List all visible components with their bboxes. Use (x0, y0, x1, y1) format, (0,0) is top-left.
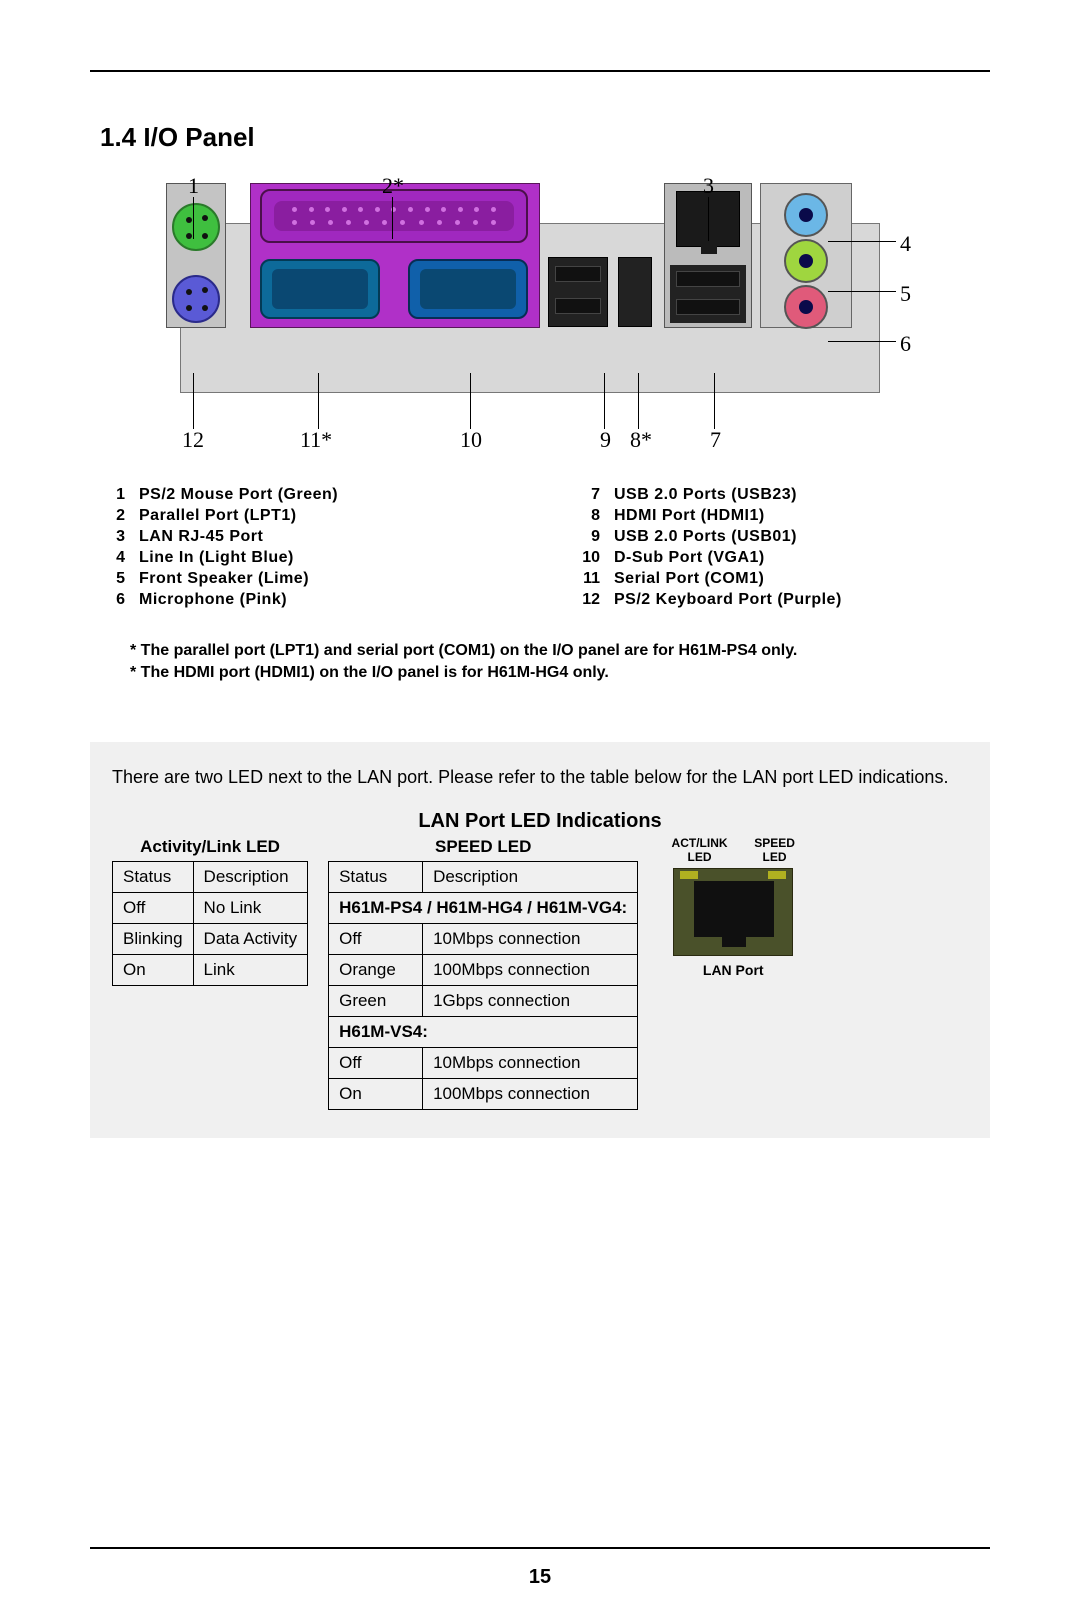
callout-12: 12 (182, 427, 204, 453)
legend-num: 11 (580, 570, 614, 588)
table-cell: Blinking (113, 923, 194, 954)
legend-text: Front Speaker (Lime) (139, 570, 309, 588)
callout-10: 10 (460, 427, 482, 453)
legend-num: 10 (580, 549, 614, 567)
led-intro: There are two LED next to the LAN port. … (112, 764, 968, 792)
table-cell: Off (329, 923, 423, 954)
legend-num: 3 (105, 528, 139, 546)
legend-num: 4 (105, 549, 139, 567)
legend-text: LAN RJ-45 Port (139, 528, 263, 546)
top-rule (90, 70, 990, 72)
page-number: 15 (0, 1566, 1080, 1589)
legend-num: 2 (105, 507, 139, 525)
section-title: 1.4 I/O Panel (100, 122, 990, 153)
table-cell: Off (329, 1047, 423, 1078)
callout-2: 2* (382, 173, 404, 199)
callout-4: 4 (900, 231, 911, 257)
callout-9: 9 (600, 427, 611, 453)
table-cell: Orange (329, 954, 423, 985)
callout-8: 8* (630, 427, 652, 453)
table-cell: Data Activity (193, 923, 308, 954)
legend-num: 5 (105, 570, 139, 588)
table-cell: Green (329, 985, 423, 1016)
callout-6: 6 (900, 331, 911, 357)
activity-table: StatusDescription OffNo LinkBlinkingData… (112, 861, 308, 986)
table-cell: On (329, 1078, 423, 1109)
port-legend: 1PS/2 Mouse Port (Green)2Parallel Port (… (105, 483, 975, 612)
footnotes: * The parallel port (LPT1) and serial po… (130, 642, 970, 682)
table-cell: No Link (193, 892, 308, 923)
speed-table: StatusDescription H61M-PS4 / H61M-HG4 / … (328, 861, 638, 1110)
io-panel-diagram: 1 2* 3 4 5 6 12 11* 10 9 8* 7 (160, 173, 920, 453)
legend-text: HDMI Port (HDMI1) (614, 507, 765, 525)
legend-num: 6 (105, 591, 139, 609)
led-title: LAN Port LED Indications (112, 810, 968, 833)
legend-text: Parallel Port (LPT1) (139, 507, 297, 525)
legend-text: USB 2.0 Ports (USB01) (614, 528, 797, 546)
bottom-rule (90, 1547, 990, 1549)
legend-num: 8 (580, 507, 614, 525)
lan-led-right-label: SPEED LED (741, 837, 808, 865)
lan-caption: LAN Port (658, 962, 808, 978)
legend-text: Microphone (Pink) (139, 591, 287, 609)
legend-num: 9 (580, 528, 614, 546)
speed-head: SPEED LED (328, 837, 638, 857)
table-cell: 100Mbps connection (423, 954, 638, 985)
table-cell: 100Mbps connection (423, 1078, 638, 1109)
lan-led-box: There are two LED next to the LAN port. … (90, 742, 990, 1138)
table-cell: 10Mbps connection (423, 923, 638, 954)
callout-5: 5 (900, 281, 911, 307)
table-cell: Off (113, 892, 194, 923)
callout-7: 7 (710, 427, 721, 453)
legend-text: PS/2 Keyboard Port (Purple) (614, 591, 842, 609)
legend-num: 12 (580, 591, 614, 609)
lan-led-left-label: ACT/LINK LED (658, 837, 741, 865)
legend-num: 7 (580, 486, 614, 504)
table-cell: On (113, 954, 194, 985)
table-cell: 1Gbps connection (423, 985, 638, 1016)
callout-1: 1 (188, 173, 199, 199)
lan-port-figure: ACT/LINK LED SPEED LED LAN Port (658, 837, 808, 979)
legend-text: USB 2.0 Ports (USB23) (614, 486, 797, 504)
table-cell: 10Mbps connection (423, 1047, 638, 1078)
activity-head: Activity/Link LED (112, 837, 308, 857)
legend-text: Serial Port (COM1) (614, 570, 764, 588)
callout-3: 3 (703, 173, 714, 199)
legend-text: D-Sub Port (VGA1) (614, 549, 765, 567)
legend-text: PS/2 Mouse Port (Green) (139, 486, 338, 504)
table-cell: Link (193, 954, 308, 985)
legend-num: 1 (105, 486, 139, 504)
legend-text: Line In (Light Blue) (139, 549, 294, 567)
callout-11: 11* (300, 427, 332, 453)
